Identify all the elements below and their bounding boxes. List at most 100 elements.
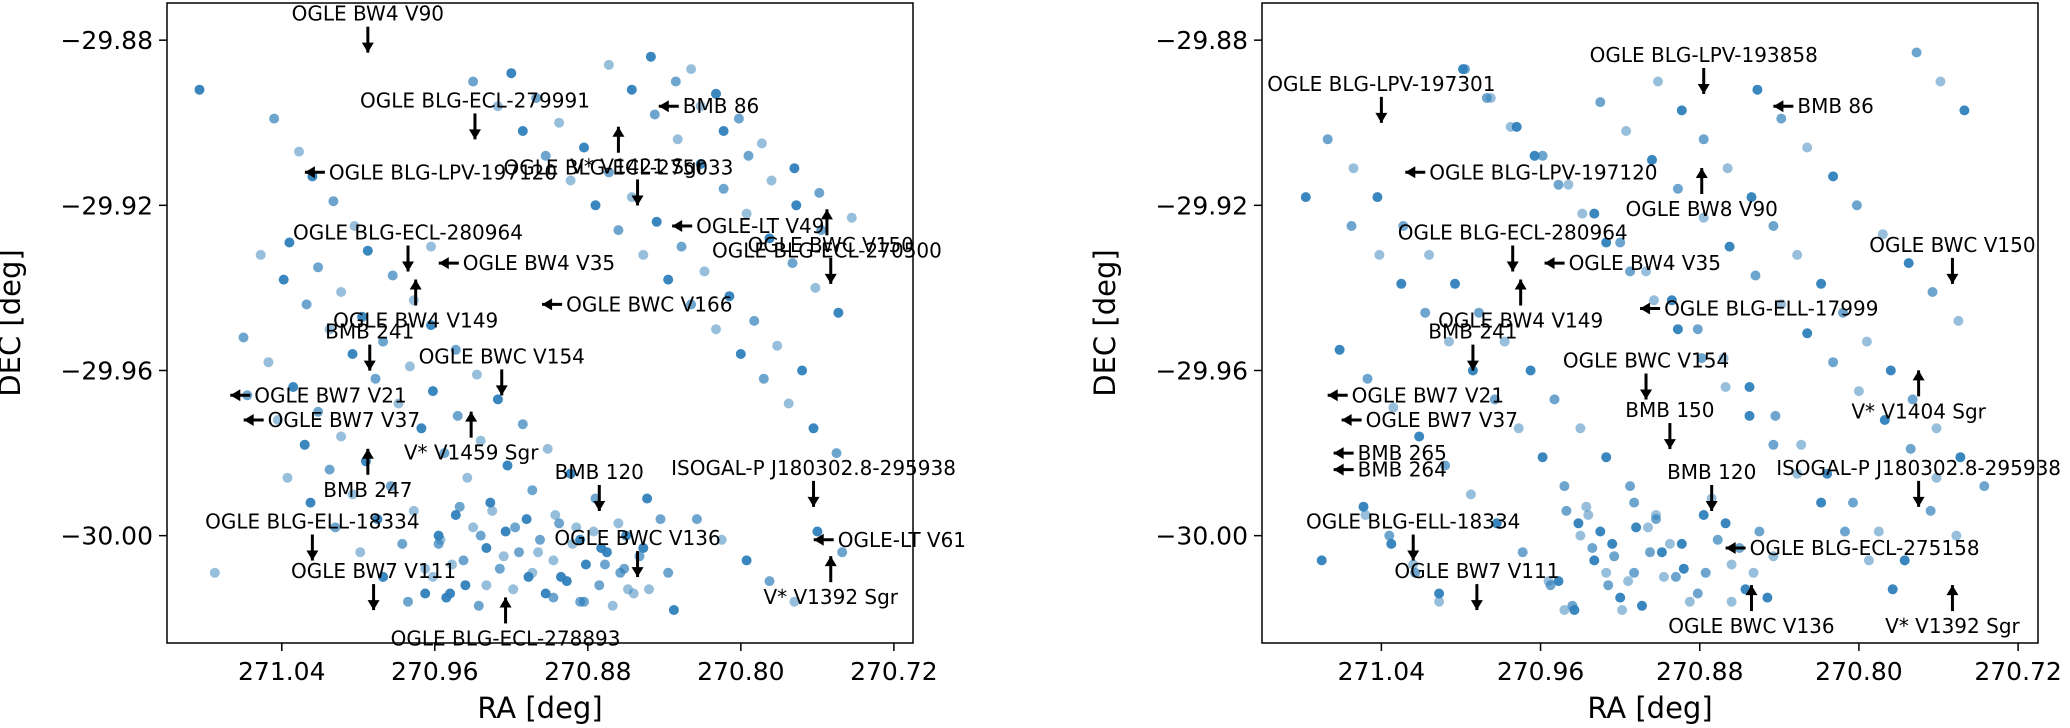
scatter-point: [1460, 64, 1470, 75]
annotation-label: OGLE BLG-ECL-280964: [1398, 221, 1628, 245]
scatter-point: [1752, 84, 1763, 95]
scatter-point: [1561, 505, 1572, 516]
y-tick-label: −30.00: [60, 522, 153, 551]
scatter-point: [468, 522, 479, 533]
scatter-point: [1414, 431, 1425, 442]
annotation: OGLE BLG-ECL-275158: [1725, 536, 1980, 560]
arrow-head-icon: [612, 126, 625, 137]
arrow-head-icon: [402, 261, 415, 272]
scatter-point: [1595, 526, 1606, 537]
y-axis: −29.88 −29.92 −29.96 −30.00 DEC [deg]: [0, 26, 167, 551]
scatter-point: [508, 584, 519, 595]
scatter-point: [1899, 555, 1910, 566]
annotation-label: BMB 264: [1358, 458, 1447, 482]
scatter-point: [1625, 481, 1636, 492]
scatter-point: [1573, 518, 1584, 529]
scatter-point: [1629, 497, 1640, 508]
annotation-label: BMB 86: [1797, 94, 1874, 118]
scatter-point: [481, 580, 492, 591]
arrow-head-icon: [361, 42, 374, 53]
annotation: OGLE BLG-ECL-280964: [1398, 221, 1628, 272]
scatter-point: [1641, 266, 1651, 277]
annotation-label: OGLE BLG-ECL-270500: [712, 238, 942, 262]
scatter-point: [527, 485, 538, 496]
annotation: OGLE BWC V136: [554, 526, 721, 578]
scatter-point: [1434, 588, 1445, 599]
arrow-head-icon: [1640, 302, 1651, 315]
arrow-head-icon: [813, 533, 824, 546]
scatter-point: [676, 241, 687, 252]
annotation-label: OGLE BW7 V111: [291, 559, 456, 583]
scatter-point: [711, 324, 721, 335]
annotation-label: OGLE BW7 V111: [1394, 559, 1559, 583]
annotation: BMB 86: [1773, 94, 1874, 118]
annotation-label: ISOGAL-P J180302.8-295938: [1776, 456, 2061, 480]
arrow-head-icon: [1705, 501, 1718, 511]
scatter-point: [1768, 221, 1779, 231]
scatter-point: [567, 538, 578, 549]
scatter-point: [1322, 134, 1333, 145]
scatter-point: [1873, 526, 1884, 537]
annotation-label: OGLE BLG-ECL-279991: [360, 88, 590, 112]
scatter-point: [1537, 150, 1548, 161]
arrow-head-icon: [243, 414, 254, 427]
scatter-point: [733, 113, 744, 124]
scatter-point: [533, 547, 544, 558]
x-tick-label: 270.72: [1974, 657, 2061, 686]
scatter-point: [1625, 266, 1636, 277]
scatter-point: [607, 600, 618, 611]
scatter-point: [301, 299, 312, 310]
annotation-label: BMB 120: [555, 460, 644, 484]
arrow-head-icon: [631, 195, 644, 206]
scatter-point: [487, 505, 498, 516]
scatter-point: [1567, 600, 1578, 611]
scatter-point: [645, 51, 656, 62]
scatter-point: [447, 559, 457, 570]
arrow-head-icon: [1333, 447, 1344, 460]
scatter-point: [724, 291, 735, 302]
annotation: OGLE BWC V136: [1668, 585, 1835, 638]
annotation-label: BMB 265: [1358, 441, 1447, 465]
scatter-point: [1877, 229, 1888, 240]
plot-frame: [166, 2, 914, 644]
scatter-point: [460, 580, 471, 591]
scatter-point: [288, 382, 299, 392]
scatter-point: [741, 208, 752, 219]
scatter-point: [1653, 76, 1663, 87]
scatter-point: [1410, 567, 1421, 578]
scatter-point: [588, 526, 599, 537]
scatter-point: [517, 126, 528, 136]
arrow-head-icon: [1333, 463, 1344, 476]
annotation-label: OGLE BWC V154: [419, 344, 585, 368]
arrow-head-icon: [1506, 261, 1519, 272]
scatter-point: [1744, 410, 1755, 421]
scatter-point: [278, 274, 289, 285]
annotation: BMB 241: [1428, 320, 1518, 371]
annotation-label: OGLE BWC V136: [1668, 614, 1834, 638]
annotation-label: BMB 150: [1625, 398, 1714, 422]
annotation-label: BMB 247: [323, 478, 412, 502]
scatter-point: [1517, 547, 1528, 558]
scatter-point: [1726, 596, 1737, 607]
scatter-point: [1372, 192, 1383, 203]
scatter-point: [1408, 559, 1419, 570]
annotation: OGLE BLG-ECL-275033: [503, 126, 733, 180]
scatter-point: [1744, 382, 1755, 392]
scatter-point: [1698, 510, 1709, 520]
scatter-point: [441, 592, 452, 603]
scatter-point: [473, 600, 484, 611]
scatter-point: [695, 159, 706, 169]
annotation-label: OGLE BWC V136: [554, 526, 720, 550]
arrow-head-icon: [1466, 360, 1479, 371]
scatter-points: [194, 51, 857, 615]
scatter-point: [626, 84, 637, 95]
annotation: OGLE BW4 V35: [438, 251, 615, 275]
annotation: OGLE BLG-LPV-197301: [1267, 72, 1496, 123]
arrow-head-icon: [1375, 112, 1388, 123]
x-axis: 271.04 270.96 270.88 270.80 270.72 RA [deg]: [238, 643, 938, 725]
annotation-label: OGLE BW8 V90: [1626, 197, 1778, 221]
scatter-point: [575, 596, 586, 607]
scatter-point: [500, 526, 511, 537]
scatter-point: [1360, 510, 1371, 520]
annotation: OGLE BLG-ELL-17999: [1640, 297, 1878, 321]
